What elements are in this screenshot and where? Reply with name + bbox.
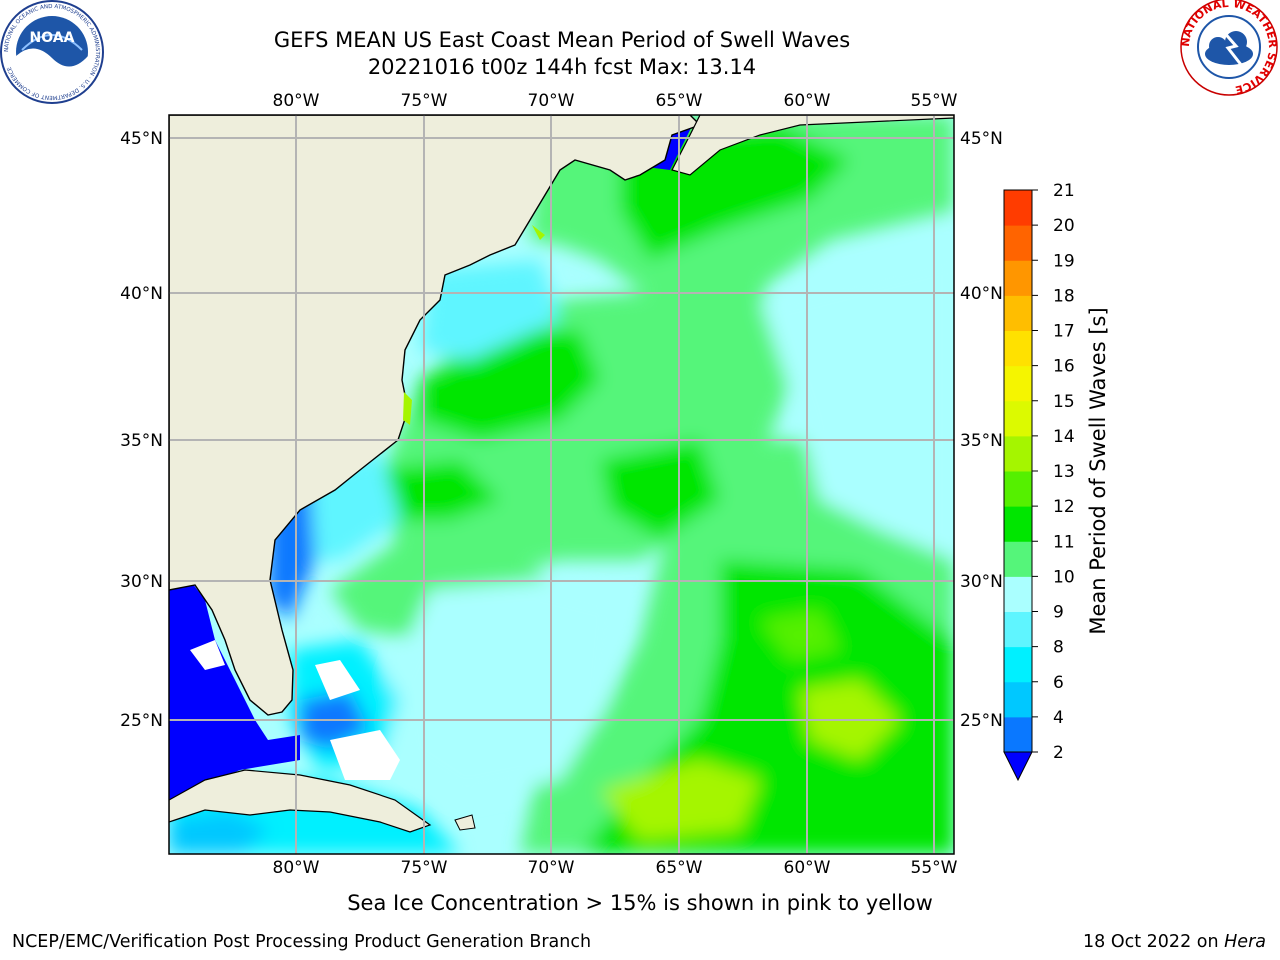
lon-label: 70°W [528,858,575,878]
lat-label: 45°N [960,129,1003,149]
colorbar-segment [1004,611,1032,648]
colorbar-tick-label: 15 [1053,392,1075,412]
colorbar-tick-label: 19 [1053,251,1075,271]
lat-lon-grid [169,115,954,854]
forecast-subtitle: 20221016 t00z 144h fcst Max: 13.14 [367,55,757,79]
lat-label: 25°N [120,711,163,731]
colorbar-tick-label: 20 [1053,216,1075,236]
lon-label: 55°W [911,91,958,111]
lat-labels-right: 45°N 40°N 35°N 30°N 25°N [960,129,1003,731]
colorbar-segment [1004,506,1032,542]
colorbar-tick-label: 11 [1053,532,1075,552]
map-area [169,115,954,854]
colorbar-under-arrow [1003,751,1033,782]
sea-ice-caption: Sea Ice Concentration > 15% is shown in … [347,891,933,915]
lat-label: 25°N [960,711,1003,731]
noaa-logo: NATIONAL OCEANIC AND ATMOSPHERIC ADMINIS… [0,0,104,104]
colorbar-segment [1004,400,1032,437]
colorbar-tick-label: 10 [1053,567,1075,587]
lon-label: 65°W [656,91,703,111]
colorbar-segment [1004,681,1032,718]
colorbar-segment [1004,330,1032,367]
lon-label: 80°W [273,858,320,878]
colorbar-tick-label: 6 [1053,673,1064,693]
lat-label: 45°N [120,129,163,149]
colorbar-segment [1004,716,1032,753]
colorbar-segment [1004,541,1032,577]
lon-labels-top: 80°W 75°W 70°W 65°W 60°W 55°W [273,91,958,111]
colorbar-tick-label: 18 [1053,286,1075,306]
lat-label: 40°N [120,284,163,304]
colorbar-segment [1004,365,1032,402]
lon-labels-bottom: 80°W 75°W 70°W 65°W 60°W 55°W [273,858,958,878]
colorbar-tick-label: 12 [1053,497,1075,517]
land-mass [169,115,702,716]
lon-label: 75°W [401,858,448,878]
lat-labels-left: 45°N 40°N 35°N 30°N 25°N [120,129,163,731]
colorbar-segment [1004,576,1032,612]
colorbar: 2 4 6 8 9 10 11 12 13 14 15 16 17 18 19 20 21 [1003,181,1075,782]
footer-date-text: 18 Oct 2022 on [1083,932,1225,952]
colorbar-tick-label: 8 [1053,638,1064,658]
noaa-logo-text: NOAA [30,30,75,46]
colorbar-tick-label: 14 [1053,427,1075,447]
footer-date: 18 Oct 2022 on Hera [1083,932,1266,952]
colorbar-tick-label: 4 [1053,708,1064,728]
colorbar-segment [1004,435,1032,472]
colorbar-segment [1004,471,1032,507]
colorbar-segment [1004,646,1032,683]
page-title: GEFS MEAN US East Coast Mean Period of S… [273,28,851,52]
lon-label: 75°W [401,91,448,111]
lon-label: 70°W [528,91,575,111]
lon-label: 80°W [273,91,320,111]
colorbar-segment [1004,260,1032,296]
lon-label: 55°W [911,858,958,878]
colorbar-tick-label: 9 [1053,603,1064,623]
lat-label: 30°N [120,572,163,592]
lat-label: 30°N [960,572,1003,592]
colorbar-tick-label: 17 [1053,322,1075,342]
colorbar-segment [1004,295,1032,331]
lon-label: 60°W [784,858,831,878]
swell-contours [169,115,954,854]
colorbar-tick-label: 2 [1053,743,1064,763]
colorbar-label: Mean Period of Swell Waves [s] [1086,307,1110,634]
colorbar-segment [1004,190,1032,226]
lat-label: 35°N [120,431,163,451]
footer-credit: NCEP/EMC/Verification Post Processing Pr… [12,932,592,952]
lat-label: 40°N [960,284,1003,304]
footer-machine: Hera [1224,932,1266,952]
lon-label: 65°W [656,858,703,878]
colorbar-tick-label: 13 [1053,462,1075,482]
colorbar-tick-label: 16 [1053,357,1075,377]
colorbar-tick-label: 21 [1053,181,1075,201]
lon-label: 60°W [784,91,831,111]
map-frame [168,114,955,855]
nws-logo: NATIONAL WEATHER SERVICE [1179,0,1279,96]
lat-label: 35°N [960,431,1003,451]
colorbar-segment [1004,225,1032,261]
